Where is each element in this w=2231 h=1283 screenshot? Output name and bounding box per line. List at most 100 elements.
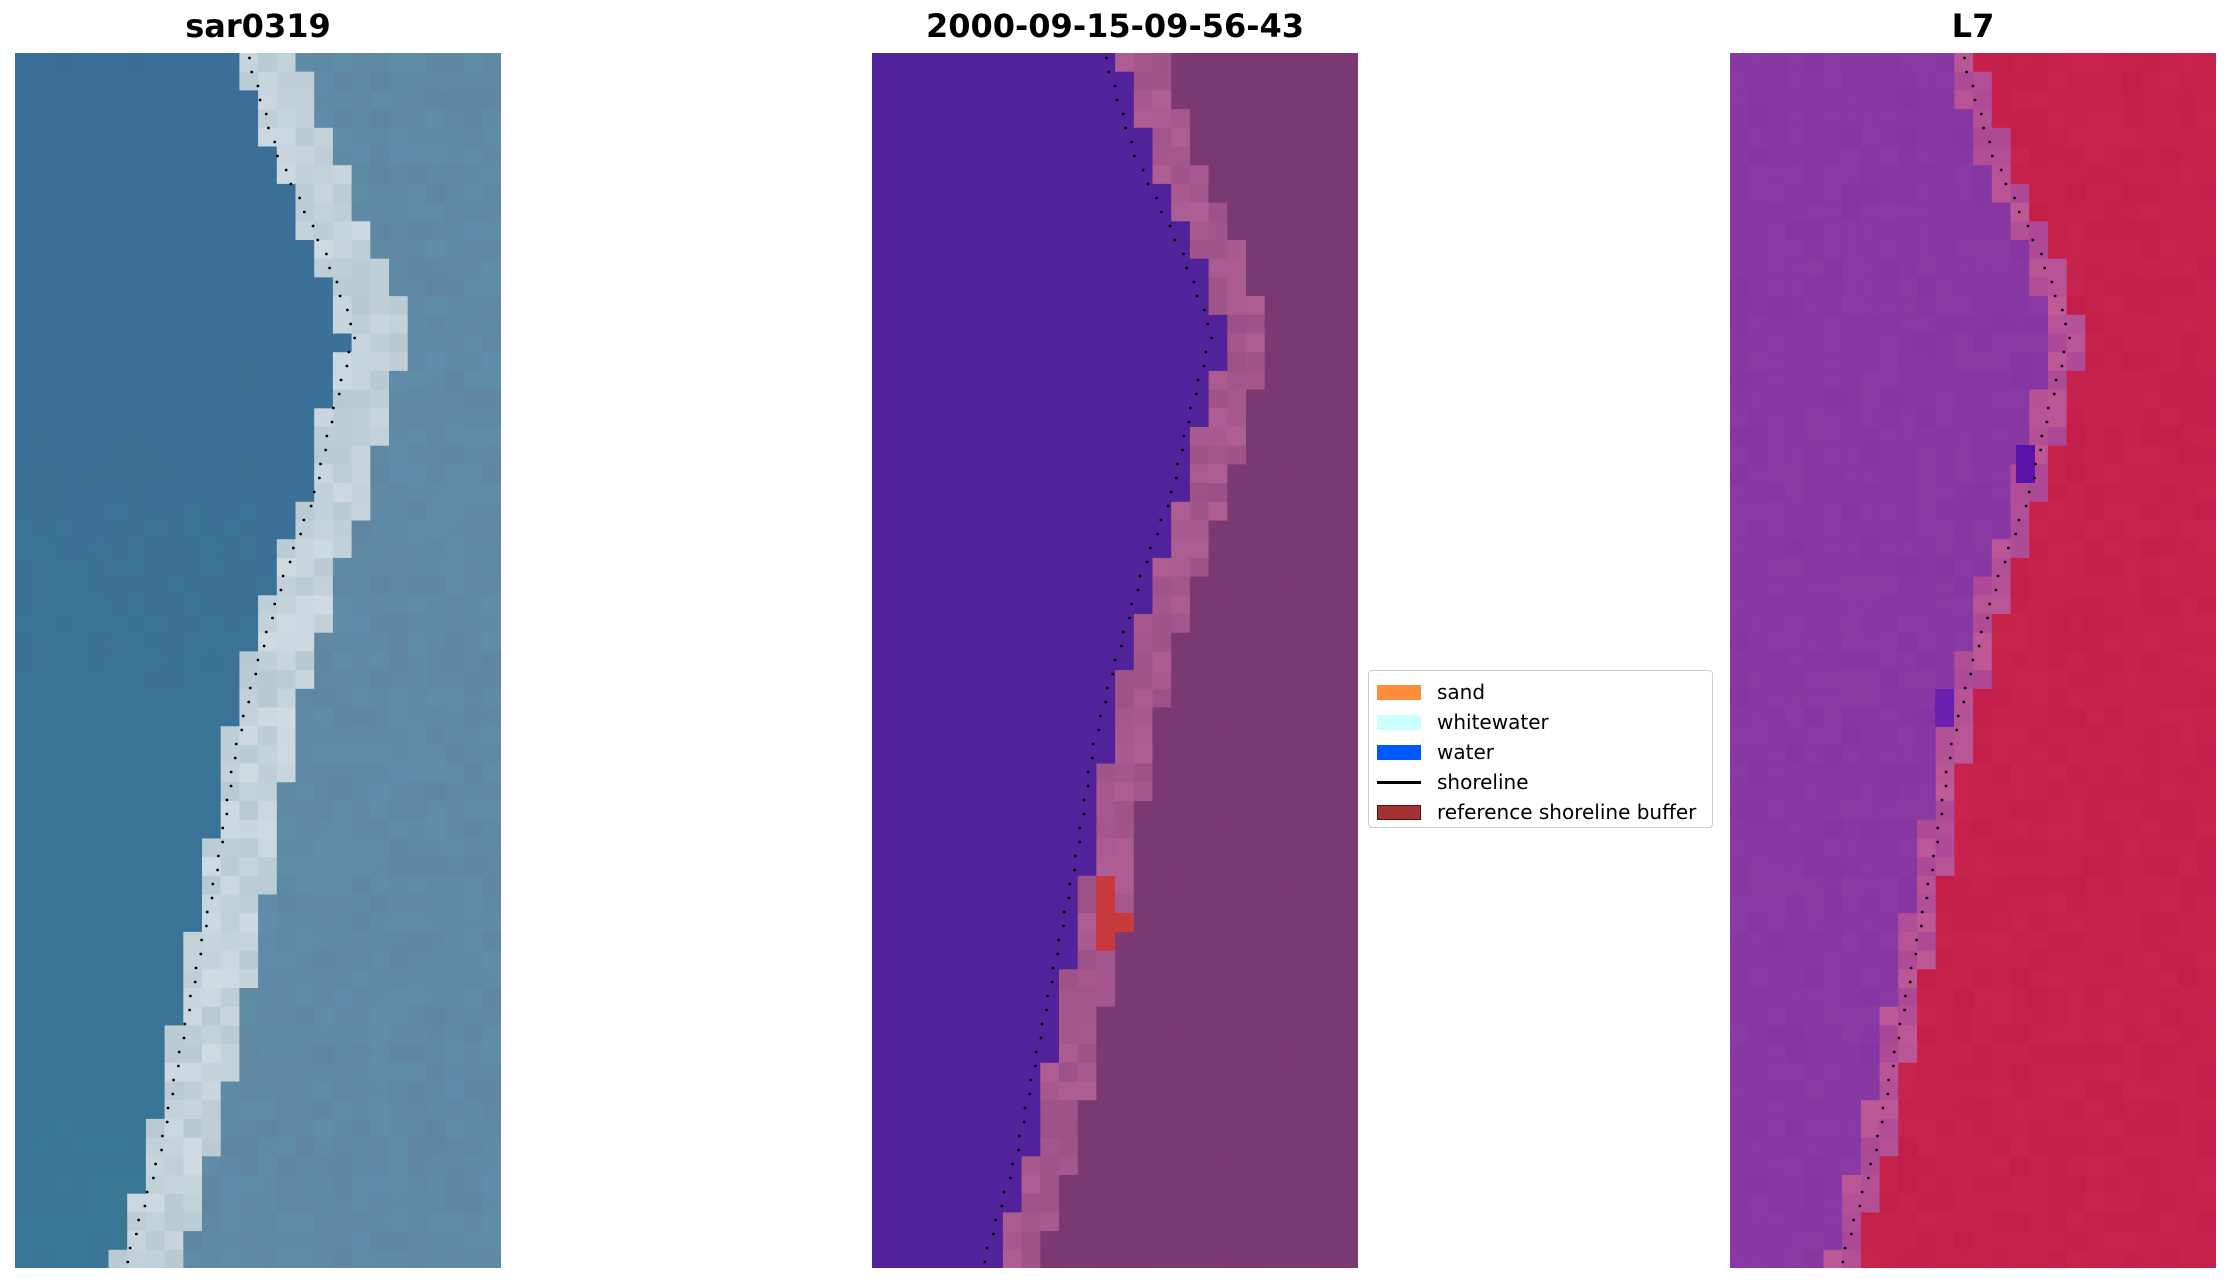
pixel xyxy=(2104,950,2124,970)
pixel xyxy=(202,875,222,895)
pixel xyxy=(258,53,278,73)
pixel xyxy=(2085,651,2105,671)
pixel xyxy=(2010,688,2030,708)
pixel xyxy=(1246,1156,1266,1176)
pixel xyxy=(127,838,147,858)
pixel xyxy=(1302,127,1322,147)
pixel xyxy=(1320,1231,1340,1251)
pixel xyxy=(351,333,371,353)
pixel xyxy=(71,1044,91,1064)
pixel xyxy=(1189,520,1210,540)
pixel xyxy=(1059,1044,1079,1064)
pixel xyxy=(33,819,53,839)
pixel xyxy=(314,744,334,765)
pixel xyxy=(426,913,446,933)
pixel xyxy=(108,1006,128,1026)
shoreline-dot xyxy=(1046,994,1049,998)
pixel xyxy=(276,950,296,970)
pixel xyxy=(15,1175,35,1195)
pixel xyxy=(2160,688,2180,708)
pixel xyxy=(1059,576,1079,596)
pixel xyxy=(1786,1044,1806,1064)
pixel xyxy=(890,127,910,147)
pixel xyxy=(407,370,427,391)
shoreline-dot xyxy=(1169,490,1173,494)
pixel xyxy=(145,1156,166,1176)
pixel xyxy=(127,894,147,914)
pixel xyxy=(1804,202,1824,222)
pixel xyxy=(1152,221,1172,241)
pixel xyxy=(276,1025,296,1045)
pixel xyxy=(1898,165,1918,185)
pixel xyxy=(1002,314,1023,334)
pixel xyxy=(127,707,147,727)
pixel xyxy=(965,445,985,465)
pixel xyxy=(928,1231,948,1251)
pixel xyxy=(1246,483,1266,503)
pixel xyxy=(1730,670,1750,690)
pixel xyxy=(928,875,948,895)
pixel xyxy=(332,1249,353,1268)
pixel xyxy=(1077,1193,1097,1213)
pixel xyxy=(1246,127,1266,147)
pixel xyxy=(1040,1231,1060,1251)
pixel xyxy=(407,1006,427,1026)
pixel xyxy=(1879,109,1899,129)
pixel xyxy=(1935,988,1955,1008)
pixel xyxy=(2178,801,2198,821)
pixel xyxy=(1227,988,1247,1008)
pixel xyxy=(2122,1062,2142,1082)
pixel xyxy=(295,1044,315,1064)
pixel xyxy=(2104,109,2124,129)
pixel xyxy=(2122,913,2142,933)
pixel xyxy=(965,333,985,353)
pixel xyxy=(1208,501,1228,521)
pixel xyxy=(1748,707,1768,727)
pixel xyxy=(89,221,109,241)
pixel xyxy=(1320,408,1340,428)
pixel xyxy=(1264,763,1284,783)
pixel xyxy=(1189,1025,1210,1045)
pixel xyxy=(1096,501,1116,521)
pixel xyxy=(1208,389,1228,409)
pixel xyxy=(1040,1175,1060,1195)
pixel xyxy=(1115,819,1135,839)
pixel xyxy=(1786,782,1806,802)
pixel xyxy=(1339,1062,1358,1082)
pixel xyxy=(33,464,53,484)
pixel xyxy=(127,1249,147,1268)
pixel xyxy=(1002,109,1023,129)
pixel xyxy=(1040,950,1060,970)
pixel xyxy=(1283,520,1303,540)
pixel xyxy=(463,408,483,428)
pixel xyxy=(276,707,296,727)
pixel xyxy=(445,445,465,465)
pixel xyxy=(2122,819,2142,839)
pixel xyxy=(2197,763,2216,783)
pixel xyxy=(183,240,203,260)
pixel xyxy=(314,782,334,802)
pixel xyxy=(1935,183,1955,204)
pixel xyxy=(1246,1249,1266,1268)
pixel xyxy=(1730,427,1750,447)
pixel xyxy=(276,988,296,1008)
pixel xyxy=(2029,744,2049,765)
pixel xyxy=(1021,913,1041,933)
pixel xyxy=(202,1156,222,1176)
pixel xyxy=(1002,1249,1023,1268)
pixel xyxy=(2178,950,2198,970)
pixel xyxy=(482,1193,501,1213)
pixel xyxy=(220,557,240,578)
pixel xyxy=(1283,165,1303,185)
pixel xyxy=(909,333,929,353)
pixel xyxy=(2010,90,2030,110)
pixel xyxy=(2160,632,2180,652)
pixel xyxy=(1991,127,2011,147)
pixel xyxy=(984,445,1004,465)
pixel xyxy=(295,838,315,858)
pixel xyxy=(1730,950,1750,970)
pixel xyxy=(332,258,353,278)
pixel xyxy=(463,109,483,129)
pixel xyxy=(482,1062,501,1082)
pixel xyxy=(1208,782,1228,802)
